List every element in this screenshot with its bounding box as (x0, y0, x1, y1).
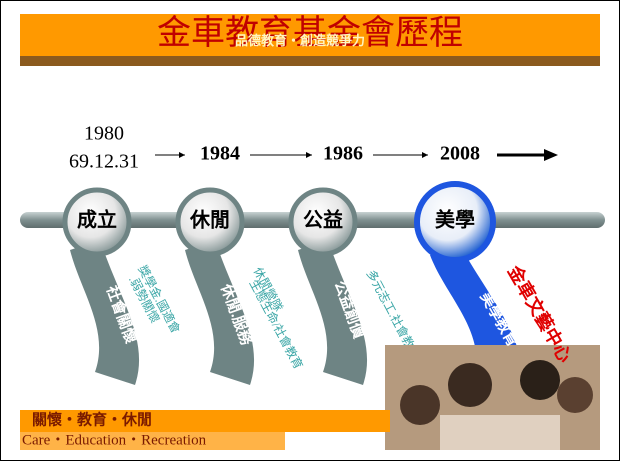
footer-text: Care・Education・Recreation (22, 432, 207, 448)
year: 1986 (323, 143, 363, 165)
year: 1984 (200, 143, 240, 165)
year: 2008 (440, 143, 480, 165)
stage-label: 美學 (435, 208, 475, 232)
subtitle: 品德教育‧創造競爭力 (235, 33, 365, 48)
title-underbar (20, 56, 600, 66)
footer-text: 關懷・教育・休閒 (32, 410, 152, 428)
slide: 金車教育基金會歷程 品德教育‧創造競爭力 1980 69.12.31 1984 … (0, 0, 620, 461)
stage-label: 休閒 (189, 208, 230, 232)
stage-label: 成立 (77, 208, 117, 232)
photo-detail (448, 363, 492, 407)
year: 1980 (84, 123, 124, 145)
date: 69.12.31 (69, 151, 139, 173)
photo-detail (400, 385, 440, 425)
photo-detail (520, 360, 560, 400)
photo-detail (557, 377, 593, 413)
photo-detail (440, 415, 560, 450)
stage-label: 公益 (303, 208, 343, 232)
